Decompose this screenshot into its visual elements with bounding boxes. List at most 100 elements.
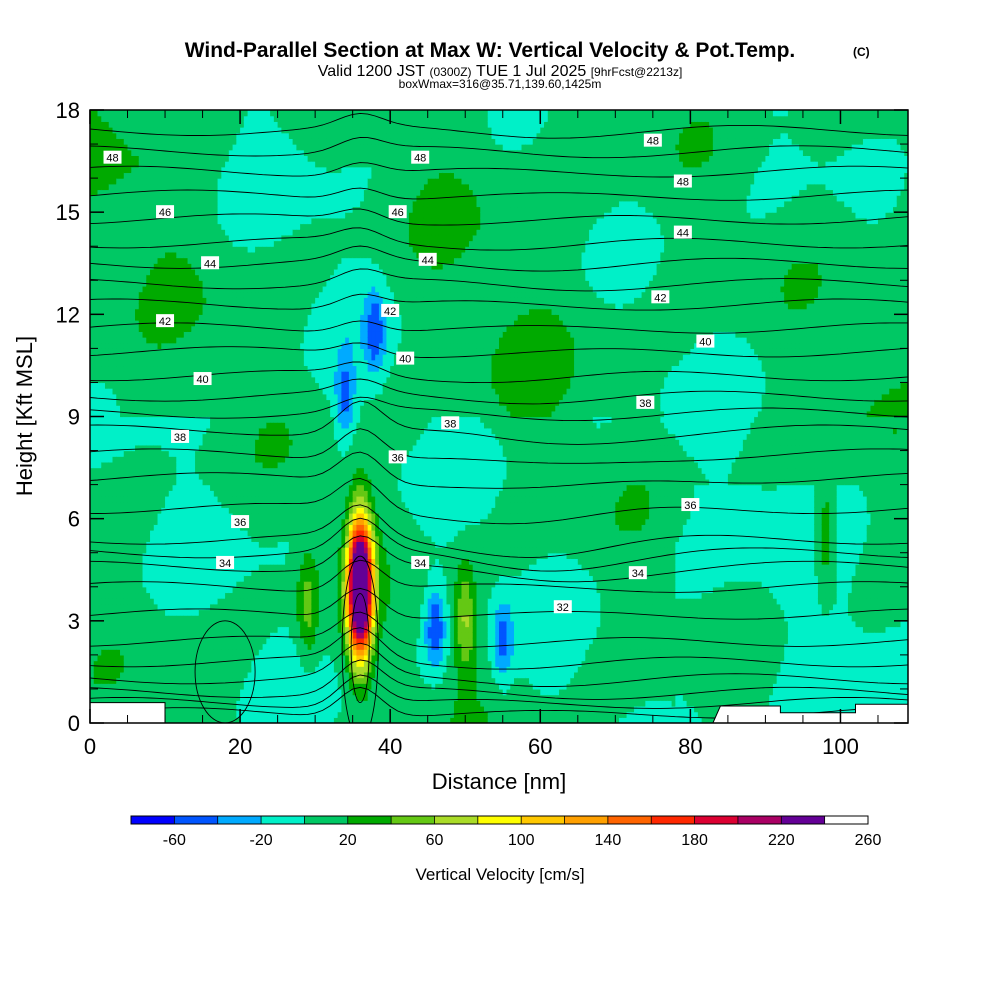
field-cell <box>240 598 245 605</box>
field-cell <box>180 302 185 310</box>
field-cell <box>206 314 211 321</box>
field-cell <box>176 342 181 349</box>
field-cell <box>138 507 144 514</box>
field-cell <box>90 200 95 208</box>
field-cell <box>172 399 177 406</box>
field-cell <box>210 138 215 145</box>
field-cell <box>243 149 249 157</box>
field-cell <box>123 206 129 213</box>
field-cell <box>150 234 155 242</box>
field-cell <box>213 121 219 128</box>
field-cell <box>165 155 170 162</box>
field-cell <box>138 240 144 247</box>
field-cell <box>180 586 185 594</box>
field-cell <box>180 121 185 128</box>
field-cell <box>168 291 174 298</box>
field-cell <box>228 717 234 723</box>
field-cell <box>116 342 121 349</box>
field-cell <box>187 660 192 667</box>
field-cell <box>93 354 99 361</box>
field-cell <box>120 649 125 656</box>
field-cell <box>243 456 249 463</box>
field-cell <box>123 535 129 542</box>
field-cell <box>138 564 144 571</box>
field-cell <box>176 172 181 179</box>
field-cell <box>198 172 204 179</box>
field-cell <box>90 325 95 332</box>
field-cell <box>202 348 207 355</box>
field-cell <box>187 433 192 440</box>
field-cell <box>202 564 207 571</box>
field-cell <box>247 524 252 531</box>
field-cell <box>258 626 264 633</box>
field-cell <box>228 257 234 264</box>
field-cell <box>183 223 189 230</box>
field-cell <box>131 337 136 344</box>
field-cell <box>127 308 132 315</box>
field-cell <box>112 268 117 276</box>
field-cell <box>127 683 132 690</box>
field-cell <box>183 603 189 611</box>
field-cell <box>180 700 185 707</box>
field-cell <box>120 149 125 157</box>
field-cell <box>150 291 155 298</box>
field-cell <box>221 592 226 599</box>
field-cell <box>217 121 222 128</box>
field-cell <box>153 246 159 253</box>
field-cell <box>202 342 207 349</box>
field-cell <box>90 660 95 667</box>
field-cell <box>255 388 260 395</box>
field-cell <box>221 127 226 134</box>
field-cell <box>161 444 166 452</box>
field-cell <box>90 507 95 514</box>
field-cell <box>97 564 102 571</box>
field-cell <box>262 671 267 679</box>
field-cell <box>210 484 215 491</box>
field-cell <box>161 660 166 667</box>
field-cell <box>202 649 207 656</box>
field-cell <box>146 263 151 270</box>
field-cell <box>157 598 162 605</box>
field-cell <box>93 246 99 253</box>
field-cell <box>232 382 237 389</box>
field-cell <box>165 478 170 486</box>
field-cell <box>172 246 177 253</box>
field-cell <box>262 705 267 713</box>
field-cell <box>108 297 114 304</box>
field-cell <box>142 172 147 179</box>
field-cell <box>180 212 185 219</box>
field-cell <box>217 507 222 514</box>
field-cell <box>123 569 129 577</box>
field-cell <box>187 246 192 253</box>
field-cell <box>236 626 241 633</box>
field-cell <box>225 615 230 622</box>
field-cell <box>217 178 222 185</box>
field-cell <box>123 524 129 531</box>
field-cell <box>180 632 185 639</box>
field-cell <box>195 717 200 723</box>
field-cell <box>138 206 144 213</box>
field-cell <box>93 302 99 310</box>
field-cell <box>131 229 136 236</box>
field-cell <box>131 172 136 179</box>
field-cell <box>105 444 110 452</box>
field-cell <box>153 121 159 128</box>
field-cell <box>150 569 155 577</box>
field-cell <box>243 547 249 554</box>
field-cell <box>206 615 211 622</box>
field-cell <box>210 291 215 298</box>
field-cell <box>213 632 219 639</box>
field-cell <box>258 512 264 520</box>
field-cell <box>243 501 249 508</box>
field-cell <box>157 416 162 423</box>
field-cell <box>221 365 226 372</box>
field-cell <box>210 609 215 616</box>
field-cell <box>165 371 170 378</box>
field-cell <box>127 110 132 117</box>
field-cell <box>180 365 185 372</box>
field-cell <box>135 643 140 650</box>
field-cell <box>247 467 252 474</box>
field-cell <box>168 700 174 707</box>
field-cell <box>131 144 136 151</box>
field-cell <box>225 251 230 259</box>
